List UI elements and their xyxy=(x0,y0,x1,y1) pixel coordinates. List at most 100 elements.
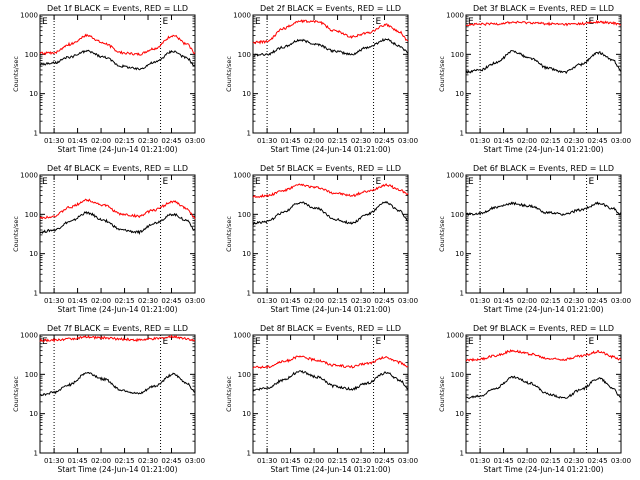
x-tick-label: 01:30 xyxy=(470,137,490,145)
series-line-events xyxy=(465,201,622,216)
y-tick-label: 1 xyxy=(247,290,251,298)
y-tick-label: 1 xyxy=(247,450,251,458)
x-tick-label: 01:30 xyxy=(44,297,64,305)
y-tick-label: 1 xyxy=(460,290,464,298)
plot-panel: Det 3f BLACK = Events, RED = LLD 1 10 100 10… xyxy=(438,4,631,154)
series-line-lld xyxy=(39,33,196,57)
y-axis-label: Counts/sec xyxy=(438,216,446,252)
x-tick-label: 02:45 xyxy=(161,297,181,305)
event-marker-label: E xyxy=(255,17,261,27)
x-tick-label: 01:30 xyxy=(257,297,277,305)
x-axis-label: Start Time (24-Jun-14 01:21:00) xyxy=(484,145,604,154)
x-axis-label: Start Time (24-Jun-14 01:21:00) xyxy=(484,305,604,314)
x-tick-label: 02:45 xyxy=(587,137,607,145)
x-tick-label: 01:45 xyxy=(493,297,513,305)
series-line-events xyxy=(39,372,196,397)
plot-title: Det 6f BLACK = Events, RED = LLD xyxy=(473,164,614,173)
y-axis-label: Counts/sec xyxy=(438,56,446,92)
y-tick-label: 100 xyxy=(238,211,251,219)
x-tick-label: 02:30 xyxy=(351,137,371,145)
y-tick-label: 1 xyxy=(460,130,464,138)
y-tick-label: 10 xyxy=(242,250,251,258)
x-tick-label: 02:15 xyxy=(540,457,560,465)
x-tick-label: 01:45 xyxy=(280,137,300,145)
y-tick-label: 100 xyxy=(451,51,464,59)
series-line-events xyxy=(252,370,409,392)
x-tick-label: 02:45 xyxy=(374,297,394,305)
y-tick-label: 100 xyxy=(451,371,464,379)
event-marker-label: E xyxy=(376,337,382,347)
x-tick-label: 02:00 xyxy=(517,137,537,145)
plot-frame xyxy=(465,174,622,294)
y-tick-label: 1 xyxy=(34,290,38,298)
x-tick-label: 01:30 xyxy=(470,297,490,305)
series-line-lld xyxy=(39,198,196,220)
event-marker-label: E xyxy=(589,337,595,347)
x-axis-label: Start Time (24-Jun-14 01:21:00) xyxy=(58,305,178,314)
x-tick-label: 02:30 xyxy=(564,297,584,305)
y-tick-label: 10 xyxy=(242,410,251,418)
x-tick-label: 02:45 xyxy=(587,297,607,305)
x-axis-label: Start Time (24-Jun-14 01:21:00) xyxy=(271,145,391,154)
plot-title: Det 7f BLACK = Events, RED = LLD xyxy=(47,324,188,333)
event-marker-label: E xyxy=(468,17,474,27)
x-tick-label: 02:00 xyxy=(517,457,537,465)
y-tick-label: 10 xyxy=(455,90,464,98)
y-tick-label: 1000 xyxy=(20,172,38,180)
x-tick-label: 02:00 xyxy=(304,457,324,465)
x-tick-label: 02:30 xyxy=(351,297,371,305)
y-tick-label: 100 xyxy=(238,371,251,379)
plot-frame xyxy=(39,174,196,294)
event-marker-label: E xyxy=(589,17,595,27)
event-marker-label: E xyxy=(42,337,48,347)
x-tick-label: 02:00 xyxy=(517,297,537,305)
plot-title: Det 2f BLACK = Events, RED = LLD xyxy=(260,4,401,13)
x-tick-label: 02:30 xyxy=(564,457,584,465)
event-marker-label: E xyxy=(163,337,169,347)
x-tick-label: 02:00 xyxy=(304,297,324,305)
plot-panel: Det 5f BLACK = Events, RED = LLD 1 10 100 10… xyxy=(225,164,418,314)
series-line-lld xyxy=(465,349,622,362)
y-tick-label: 1000 xyxy=(233,332,251,340)
series-line-lld xyxy=(252,355,409,369)
series-line-events xyxy=(252,37,409,57)
y-axis-label: Counts/sec xyxy=(225,56,233,92)
plot-title: Det 9f BLACK = Events, RED = LLD xyxy=(473,324,614,333)
y-tick-label: 10 xyxy=(29,410,38,418)
x-tick-label: 03:00 xyxy=(185,457,205,465)
event-marker-label: E xyxy=(376,17,382,27)
x-axis-label: Start Time (24-Jun-14 01:21:00) xyxy=(484,465,604,474)
event-marker-label: E xyxy=(163,177,169,187)
plot-panel: Det 2f BLACK = Events, RED = LLD 1 10 100 10… xyxy=(225,4,418,154)
x-axis-label: Start Time (24-Jun-14 01:21:00) xyxy=(271,465,391,474)
event-marker-label: E xyxy=(255,177,261,187)
plot-title: Det 3f BLACK = Events, RED = LLD xyxy=(473,4,614,13)
x-tick-label: 03:00 xyxy=(398,297,418,305)
x-tick-label: 03:00 xyxy=(611,457,631,465)
x-tick-label: 02:15 xyxy=(327,457,347,465)
plot-frame xyxy=(465,14,622,134)
y-axis-label: Counts/sec xyxy=(12,216,20,252)
plot-frame xyxy=(39,14,196,134)
y-tick-label: 100 xyxy=(451,211,464,219)
plot-frame xyxy=(252,174,409,294)
x-tick-label: 02:00 xyxy=(91,457,111,465)
plot-frame xyxy=(465,334,622,454)
y-tick-label: 1000 xyxy=(20,12,38,20)
x-tick-label: 03:00 xyxy=(398,137,418,145)
event-marker-label: E xyxy=(42,177,48,187)
x-tick-label: 02:30 xyxy=(351,457,371,465)
y-tick-label: 1000 xyxy=(446,12,464,20)
plot-panel: Det 4f BLACK = Events, RED = LLD 1 10 100 10… xyxy=(12,164,205,314)
x-tick-label: 01:45 xyxy=(493,457,513,465)
plot-panel: Det 6f BLACK = Events, RED = LLD 1 10 100 10… xyxy=(438,164,631,314)
x-tick-label: 03:00 xyxy=(185,297,205,305)
event-marker-label: E xyxy=(468,177,474,187)
x-tick-label: 02:45 xyxy=(374,137,394,145)
x-tick-label: 02:45 xyxy=(161,137,181,145)
x-tick-label: 01:45 xyxy=(493,137,513,145)
x-tick-label: 02:15 xyxy=(327,137,347,145)
x-tick-label: 02:15 xyxy=(540,297,560,305)
plot-frame xyxy=(252,14,409,134)
y-tick-label: 100 xyxy=(238,51,251,59)
